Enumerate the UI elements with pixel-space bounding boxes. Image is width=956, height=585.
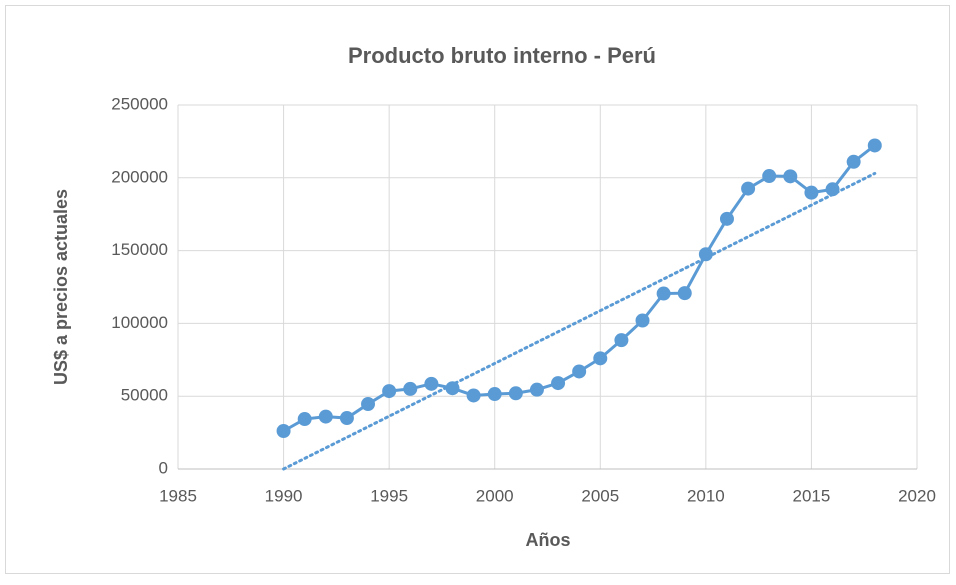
x-tick-label: 1990 — [265, 486, 303, 505]
x-tick-label: 2005 — [581, 486, 619, 505]
point — [804, 185, 819, 200]
point — [339, 411, 354, 426]
point — [783, 169, 798, 184]
y-axis-title: US$ a precios actuales — [51, 189, 71, 385]
point — [698, 247, 713, 262]
point — [276, 423, 291, 438]
x-tick-label: 2020 — [898, 486, 936, 505]
point — [677, 286, 692, 301]
point — [508, 386, 523, 401]
point — [825, 182, 840, 197]
point — [424, 376, 439, 391]
y-tick-label: 50000 — [121, 386, 168, 405]
x-tick-label: 2015 — [793, 486, 831, 505]
x-tick-label: 1985 — [159, 486, 197, 505]
point — [403, 381, 418, 396]
chart-title: Producto bruto interno - Perú — [348, 43, 656, 68]
point — [719, 211, 734, 226]
point — [466, 388, 481, 403]
point — [614, 333, 629, 348]
point — [635, 313, 650, 328]
point — [529, 382, 544, 397]
point — [382, 384, 397, 399]
x-axis-title: Años — [526, 530, 571, 550]
point — [593, 351, 608, 366]
y-tick-label: 100000 — [111, 313, 168, 332]
x-tick-label: 2010 — [687, 486, 725, 505]
y-tick-label: 250000 — [111, 94, 168, 113]
point — [361, 397, 376, 412]
point — [572, 364, 587, 379]
chart-border — [5, 5, 950, 574]
point — [762, 169, 777, 184]
point — [551, 376, 566, 391]
point — [318, 409, 333, 424]
point — [846, 154, 861, 169]
point — [487, 387, 502, 402]
trendline — [282, 171, 877, 471]
y-tick-label: 0 — [159, 458, 168, 477]
point — [867, 138, 882, 153]
x-tick-label: 2000 — [476, 486, 514, 505]
point — [445, 381, 460, 396]
point — [741, 181, 756, 196]
y-tick-label: 200000 — [111, 167, 168, 186]
x-tick-label: 1995 — [370, 486, 408, 505]
y-tick-label: 150000 — [111, 240, 168, 259]
point — [656, 286, 671, 301]
point — [297, 412, 312, 427]
